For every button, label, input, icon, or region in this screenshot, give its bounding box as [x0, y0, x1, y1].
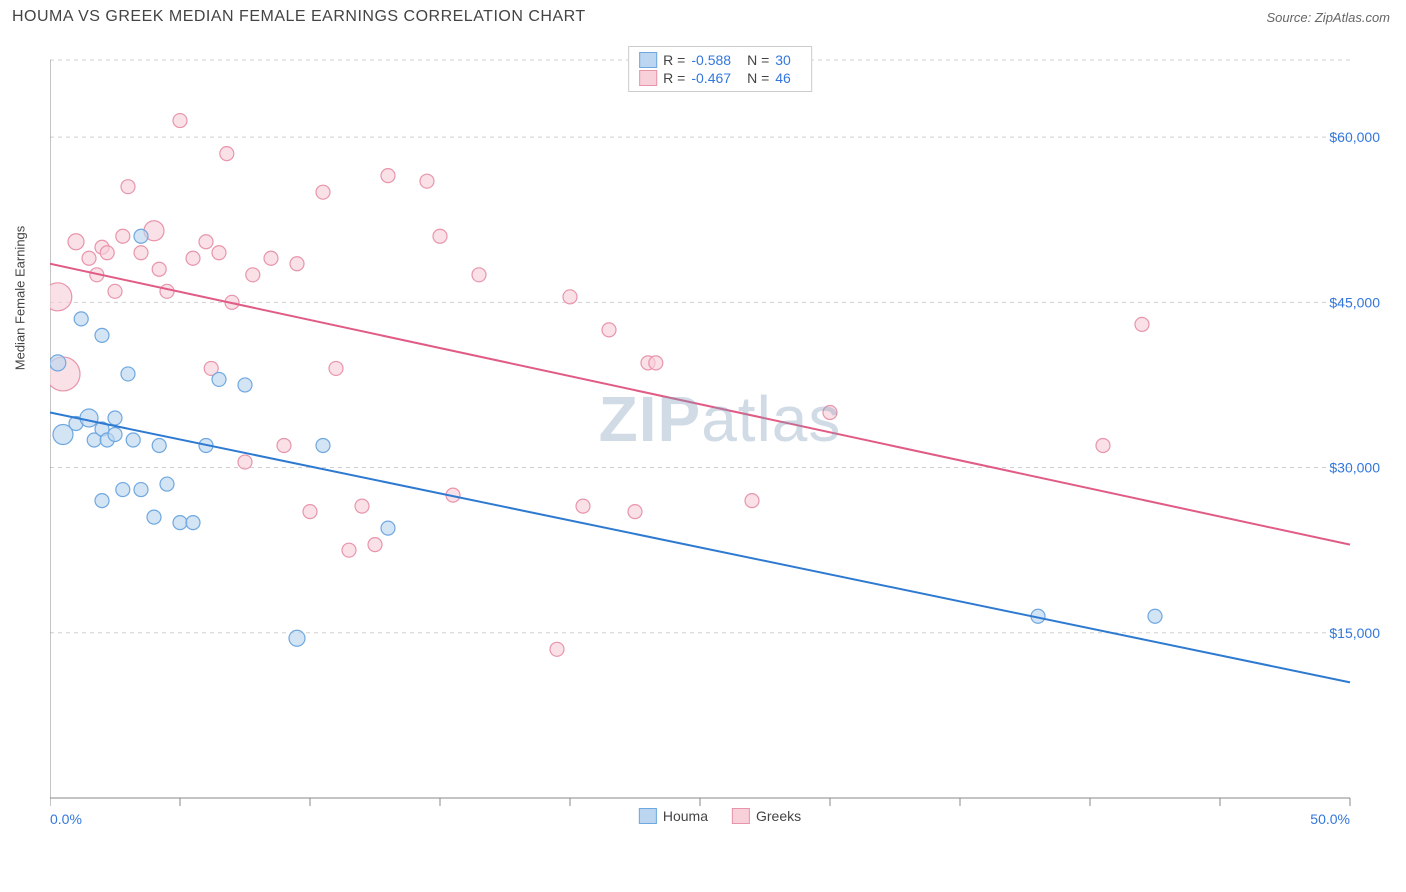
data-point — [303, 505, 317, 519]
chart-area: Median Female Earnings $15,000$30,000$45… — [50, 40, 1390, 830]
y-axis-label: Median Female Earnings — [13, 226, 28, 371]
data-point — [126, 433, 140, 447]
data-point — [316, 439, 330, 453]
r-value: -0.467 — [691, 70, 731, 86]
x-tick-label: 50.0% — [1310, 811, 1350, 827]
data-point — [121, 180, 135, 194]
source-attribution: Source: ZipAtlas.com — [1266, 10, 1390, 25]
data-point — [134, 483, 148, 497]
data-point — [108, 284, 122, 298]
trend-line — [50, 264, 1350, 545]
legend-row: R = -0.588 N = 30 — [639, 51, 801, 69]
data-point — [355, 499, 369, 513]
data-point — [152, 439, 166, 453]
data-point — [80, 409, 98, 427]
data-point — [116, 229, 130, 243]
data-point — [1096, 439, 1110, 453]
data-point — [152, 262, 166, 276]
data-point — [186, 516, 200, 530]
data-point — [50, 283, 72, 311]
chart-header: HOUMA VS GREEK MEDIAN FEMALE EARNINGS CO… — [0, 0, 1406, 30]
data-point — [220, 147, 234, 161]
chart-title: HOUMA VS GREEK MEDIAN FEMALE EARNINGS CO… — [12, 8, 586, 26]
n-label: N = — [747, 70, 769, 86]
legend-row: R = -0.467 N = 46 — [639, 69, 801, 87]
data-point — [147, 510, 161, 524]
data-point — [95, 328, 109, 342]
data-point — [602, 323, 616, 337]
data-point — [1135, 317, 1149, 331]
data-point — [212, 246, 226, 260]
legend-swatch — [639, 52, 657, 68]
data-point — [173, 114, 187, 128]
legend-item: Houma — [639, 808, 708, 824]
data-point — [329, 361, 343, 375]
data-point — [823, 405, 837, 419]
data-point — [100, 246, 114, 260]
data-point — [74, 312, 88, 326]
data-point — [316, 185, 330, 199]
data-point — [368, 538, 382, 552]
data-point — [277, 439, 291, 453]
series-legend: Houma Greeks — [639, 808, 801, 824]
y-tick-label: $60,000 — [1329, 129, 1380, 145]
y-tick-label: $30,000 — [1329, 460, 1380, 476]
data-point — [238, 378, 252, 392]
data-point — [1148, 609, 1162, 623]
legend-swatch — [639, 808, 657, 824]
data-point — [173, 516, 187, 530]
data-point — [381, 169, 395, 183]
n-value: 30 — [775, 52, 791, 68]
data-point — [472, 268, 486, 282]
data-point — [108, 411, 122, 425]
y-tick-label: $15,000 — [1329, 625, 1380, 641]
scatter-plot: $15,000 $30,000 $45,000 $60,000 0.0% 50.0% — [50, 40, 1390, 830]
data-point — [134, 246, 148, 260]
data-point — [563, 290, 577, 304]
r-value: -0.588 — [691, 52, 731, 68]
trend-line — [50, 412, 1350, 682]
data-point — [649, 356, 663, 370]
data-point — [134, 229, 148, 243]
r-label: R = — [663, 70, 685, 86]
data-point — [160, 284, 174, 298]
data-point — [246, 268, 260, 282]
correlation-legend: R = -0.588 N = 30 R = -0.467 N = 46 — [628, 46, 812, 92]
data-point — [212, 372, 226, 386]
data-point — [381, 521, 395, 535]
series-name: Houma — [663, 808, 708, 824]
data-point — [199, 235, 213, 249]
n-label: N = — [747, 52, 769, 68]
data-point — [420, 174, 434, 188]
data-point — [160, 477, 174, 491]
data-point — [50, 355, 66, 371]
legend-swatch — [732, 808, 750, 824]
data-point — [116, 483, 130, 497]
data-point — [550, 642, 564, 656]
n-value: 46 — [775, 70, 791, 86]
x-tick-label: 0.0% — [50, 811, 82, 827]
data-point — [290, 257, 304, 271]
data-point — [238, 455, 252, 469]
data-point — [264, 251, 278, 265]
data-point — [576, 499, 590, 513]
data-point — [289, 630, 305, 646]
data-point — [745, 494, 759, 508]
data-point — [628, 505, 642, 519]
data-point — [433, 229, 447, 243]
data-point — [186, 251, 200, 265]
legend-item: Greeks — [732, 808, 801, 824]
data-point — [342, 543, 356, 557]
data-point — [95, 494, 109, 508]
data-point — [121, 367, 135, 381]
series-name: Greeks — [756, 808, 801, 824]
r-label: R = — [663, 52, 685, 68]
y-tick-label: $45,000 — [1329, 294, 1380, 310]
data-point — [68, 234, 84, 250]
data-point — [108, 428, 122, 442]
legend-swatch — [639, 70, 657, 86]
data-point — [82, 251, 96, 265]
